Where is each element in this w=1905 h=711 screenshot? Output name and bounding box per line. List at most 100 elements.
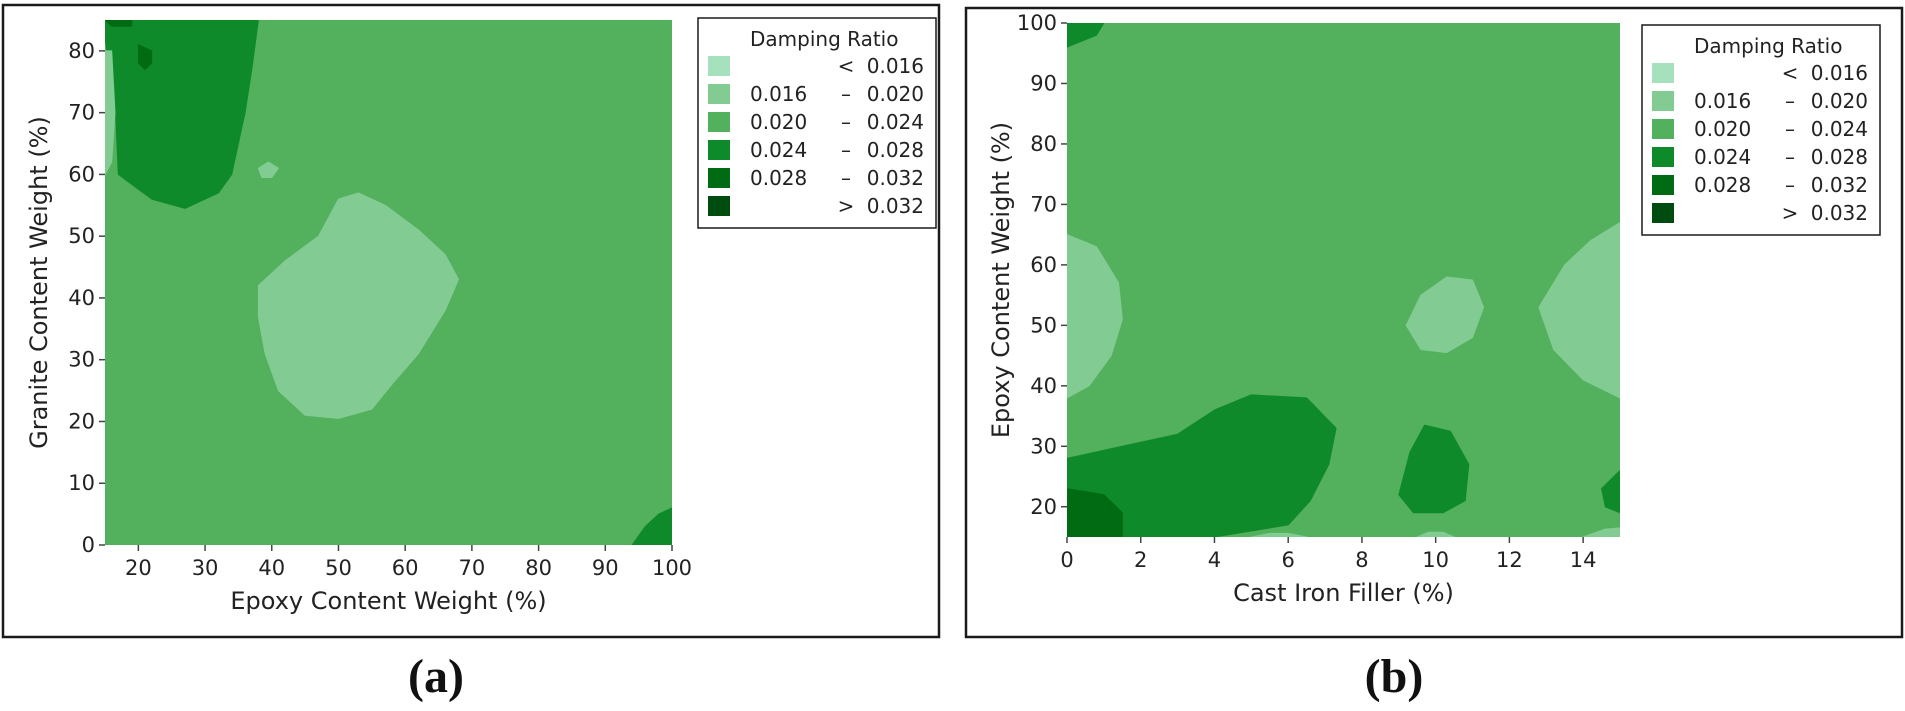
legend-box-a bbox=[697, 17, 937, 229]
legend-b: Damping Ratio< 0.0160.016–0.0200.020–0.02… bbox=[1641, 24, 1881, 236]
legend-low-b-3: 0.024 bbox=[1694, 145, 1751, 169]
contour-region-b-9 bbox=[1416, 531, 1455, 537]
y-tick-label-a: 70 bbox=[68, 101, 95, 125]
legend-swatch-b-0 bbox=[1652, 63, 1674, 83]
y-tick-label-a: 60 bbox=[68, 162, 95, 186]
legend-swatch-b-3 bbox=[1652, 147, 1674, 167]
legend-low-b-1: 0.016 bbox=[1694, 89, 1751, 113]
legend-box-b bbox=[1641, 24, 1881, 236]
legend-swatch-a-5 bbox=[708, 196, 730, 216]
y-tick-label-b: 40 bbox=[1030, 374, 1057, 398]
contour-region-b-5 bbox=[1067, 488, 1123, 537]
x-tick-label-b: 0 bbox=[1060, 548, 1073, 572]
y-tick-label-b: 100 bbox=[1017, 11, 1057, 35]
legend-dash-b-1: – bbox=[1785, 89, 1795, 113]
x-tick-label-a: 80 bbox=[525, 556, 552, 580]
y-tick-label-a: 0 bbox=[82, 533, 95, 557]
legend-swatch-b-1 bbox=[1652, 91, 1674, 111]
y-tick-label-b: 30 bbox=[1030, 434, 1057, 458]
legend-swatch-a-4 bbox=[708, 168, 730, 188]
y-tick-label-b: 20 bbox=[1030, 495, 1057, 519]
contour-region-b-7 bbox=[1601, 470, 1620, 514]
legend-high-a-1: 0.020 bbox=[867, 82, 924, 106]
x-tick-label-b: 4 bbox=[1208, 548, 1221, 572]
x-tick-label-a: 90 bbox=[592, 556, 619, 580]
contour-region-a-1 bbox=[137, 44, 153, 70]
y-tick-label-b: 50 bbox=[1030, 313, 1057, 337]
legend-high-a-3: 0.028 bbox=[867, 138, 924, 162]
legend-high-b-5: 0.032 bbox=[1811, 201, 1868, 225]
legend-high-b-2: 0.024 bbox=[1811, 117, 1868, 141]
legend-high-a-4: 0.032 bbox=[867, 166, 924, 190]
panel-b-frame bbox=[964, 6, 1904, 639]
legend-dash-b-3: – bbox=[1785, 145, 1795, 169]
y-tick-label-a: 30 bbox=[68, 348, 95, 372]
legend-low-a-4: 0.028 bbox=[750, 166, 807, 190]
contour-region-b-0 bbox=[1067, 23, 1105, 48]
x-tick-label-a: 30 bbox=[192, 556, 219, 580]
y-tick-label-a: 50 bbox=[68, 224, 95, 248]
legend-swatch-a-0 bbox=[708, 56, 730, 76]
legend-op-a-5: > bbox=[838, 194, 855, 218]
y-tick-label-a: 80 bbox=[68, 39, 95, 63]
legend-dash-b-4: – bbox=[1785, 173, 1795, 197]
legend-op-a-0: < bbox=[838, 54, 855, 78]
caption-a: (a) bbox=[408, 650, 464, 703]
y-tick-label-b: 90 bbox=[1030, 71, 1057, 95]
legend-swatch-b-2 bbox=[1652, 119, 1674, 139]
legend-dash-a-1: – bbox=[841, 82, 851, 106]
y-tick-label-b: 60 bbox=[1030, 253, 1057, 277]
contour-plot-b: 0 2 4 6 8 10 12 14 20 30 40 50 60 70 80 90 100 Cast Iron … bbox=[987, 11, 1620, 607]
contour-region-a-2 bbox=[105, 20, 133, 27]
legend-low-b-4: 0.028 bbox=[1694, 173, 1751, 197]
x-tick-label-a: 50 bbox=[325, 556, 352, 580]
x-tick-label-b: 2 bbox=[1134, 548, 1147, 572]
contour-region-a-3 bbox=[105, 50, 116, 175]
legend-high-b-1: 0.020 bbox=[1811, 89, 1868, 113]
contour-region-b-2 bbox=[1405, 276, 1485, 354]
x-tick-label-b: 12 bbox=[1496, 548, 1523, 572]
x-tick-label-a: 70 bbox=[459, 556, 486, 580]
x-axis-label-b: Cast Iron Filler (%) bbox=[1233, 579, 1454, 607]
contour-region-b-4 bbox=[1067, 394, 1337, 537]
legend-high-b-4: 0.032 bbox=[1811, 173, 1868, 197]
legend-swatch-a-2 bbox=[708, 112, 730, 132]
x-tick-label-a: 60 bbox=[392, 556, 419, 580]
legend-high-a-0: 0.016 bbox=[867, 54, 924, 78]
legend-high-a-2: 0.024 bbox=[867, 110, 924, 134]
contour-region-b-3 bbox=[1538, 222, 1620, 399]
legend-op-b-0: < bbox=[1782, 61, 1799, 85]
legend-title-a: Damping Ratio bbox=[750, 27, 898, 51]
y-axis-label-b: Epoxy Content Weight (%) bbox=[987, 122, 1015, 438]
legend-low-a-2: 0.020 bbox=[750, 110, 807, 134]
legend-low-b-2: 0.020 bbox=[1694, 117, 1751, 141]
y-tick-label-b: 80 bbox=[1030, 132, 1057, 156]
legend-high-b-0: 0.016 bbox=[1811, 61, 1868, 85]
legend-high-b-3: 0.028 bbox=[1811, 145, 1868, 169]
legend-dash-a-3: – bbox=[841, 138, 851, 162]
legend-low-a-3: 0.024 bbox=[750, 138, 807, 162]
legend-title-b: Damping Ratio bbox=[1694, 34, 1842, 58]
x-tick-label-a: 100 bbox=[652, 556, 692, 580]
x-axis-label-a: Epoxy Content Weight (%) bbox=[230, 587, 546, 615]
x-tick-label-a: 20 bbox=[125, 556, 152, 580]
legend-dash-b-2: – bbox=[1785, 117, 1795, 141]
y-tick-label-a: 10 bbox=[68, 471, 95, 495]
contour-region-a-6 bbox=[631, 507, 672, 545]
y-tick-label-a: 20 bbox=[68, 409, 95, 433]
legend-swatch-a-3 bbox=[708, 140, 730, 160]
y-tick-label-b: 70 bbox=[1030, 192, 1057, 216]
legend-swatch-b-5 bbox=[1652, 203, 1674, 223]
caption-b: (b) bbox=[1365, 650, 1424, 703]
x-tick-label-b: 6 bbox=[1282, 548, 1295, 572]
legend-dash-a-4: – bbox=[841, 166, 851, 190]
panel-a-frame bbox=[1, 3, 941, 639]
legend-low-a-1: 0.016 bbox=[750, 82, 807, 106]
legend-high-a-5: 0.032 bbox=[867, 194, 924, 218]
x-tick-label-a: 40 bbox=[258, 556, 285, 580]
y-axis-label-a: Granite Content Weight (%) bbox=[25, 116, 53, 449]
legend-swatch-a-1 bbox=[708, 84, 730, 104]
contour-region-b-10 bbox=[1250, 532, 1308, 537]
x-tick-label-b: 14 bbox=[1570, 548, 1597, 572]
